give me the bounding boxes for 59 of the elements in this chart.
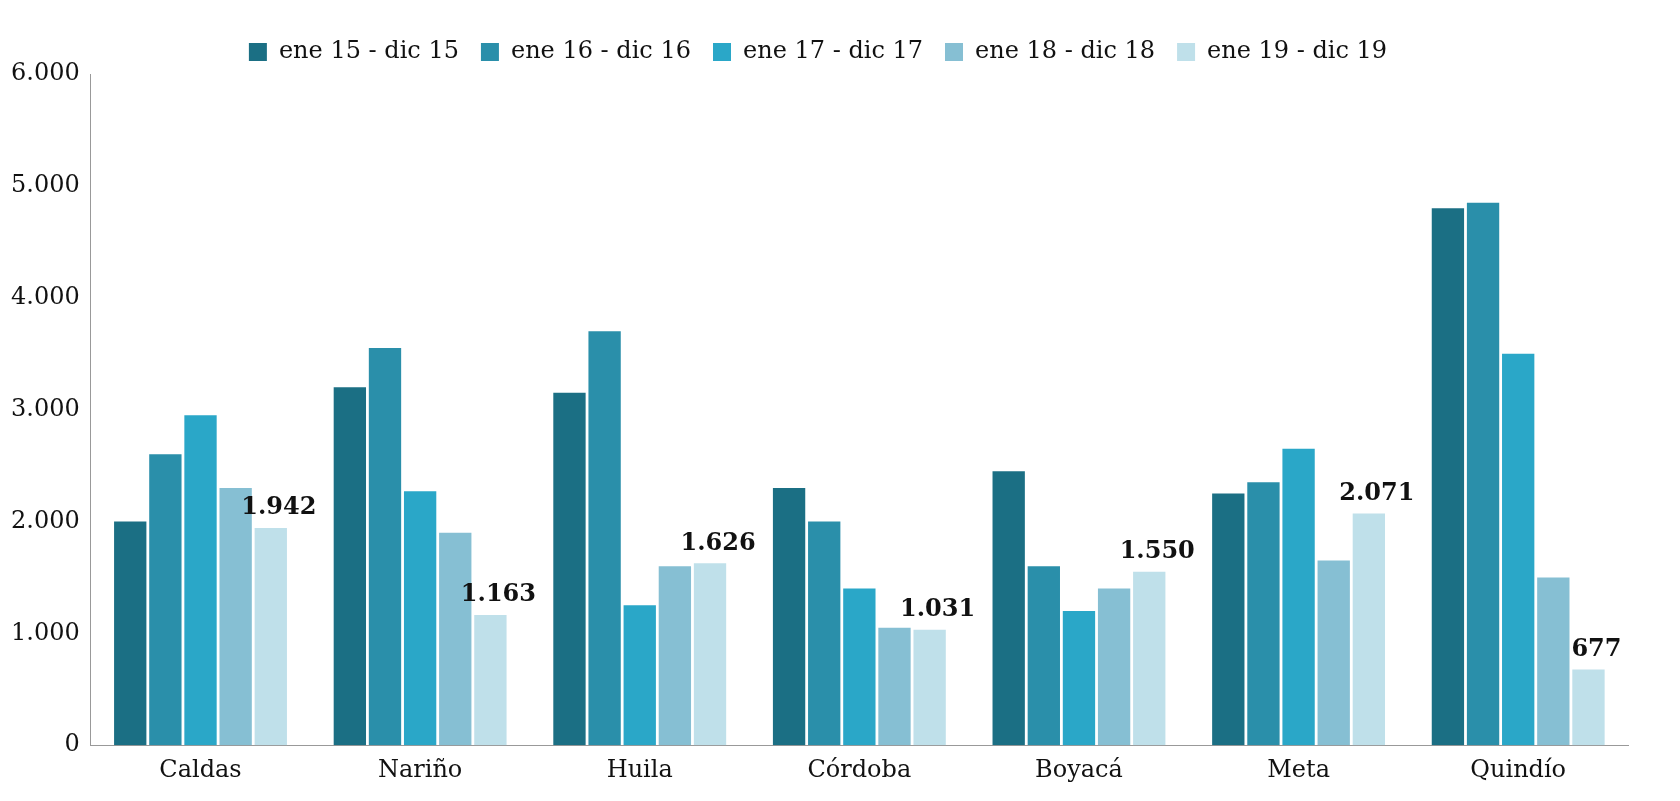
bar bbox=[1097, 588, 1131, 746]
bar bbox=[184, 415, 217, 746]
bar bbox=[913, 629, 946, 746]
y-tick-label: 4.000 bbox=[10, 281, 80, 310]
bar bbox=[1352, 513, 1386, 746]
bar bbox=[1572, 669, 1605, 746]
x-tick-label: Caldas bbox=[159, 754, 242, 783]
bar bbox=[992, 471, 1025, 746]
y-tick-label: 3.000 bbox=[10, 393, 80, 422]
bar bbox=[1502, 353, 1535, 746]
bar bbox=[588, 331, 621, 746]
bar bbox=[333, 387, 367, 746]
legend-label: ene 15 - dic 15 bbox=[278, 36, 459, 65]
bar bbox=[1133, 571, 1166, 746]
data-label: 2.071 bbox=[1339, 476, 1415, 506]
bar bbox=[623, 605, 656, 746]
bar bbox=[1062, 610, 1096, 746]
bar bbox=[1247, 482, 1280, 746]
bar bbox=[1027, 566, 1060, 746]
y-tick-label: 6.000 bbox=[10, 58, 80, 87]
bar bbox=[1317, 560, 1350, 746]
legend-label: ene 19 - dic 19 bbox=[1207, 36, 1388, 65]
bar bbox=[1212, 493, 1245, 746]
x-tick-label: Córdoba bbox=[807, 754, 912, 783]
legend-label: ene 16 - dic 16 bbox=[510, 36, 691, 65]
data-label: 1.550 bbox=[1119, 535, 1195, 565]
bar bbox=[1282, 448, 1315, 746]
bar bbox=[474, 615, 507, 746]
bar bbox=[658, 566, 692, 746]
data-label: 1.163 bbox=[460, 578, 536, 608]
y-tick-label: 1.000 bbox=[10, 617, 80, 646]
bar bbox=[403, 491, 437, 746]
data-label: 677 bbox=[1571, 632, 1622, 662]
bar bbox=[1431, 208, 1465, 746]
bar bbox=[693, 563, 727, 746]
data-label: 1.031 bbox=[900, 593, 976, 623]
y-tick-label: 5.000 bbox=[10, 170, 80, 199]
x-tick-label: Meta bbox=[1267, 754, 1330, 783]
bar bbox=[808, 521, 841, 746]
bar bbox=[368, 348, 402, 746]
y-tick-label: 2.000 bbox=[10, 505, 80, 534]
bar bbox=[149, 454, 182, 746]
x-tick-label: Huila bbox=[606, 754, 673, 783]
x-tick-label: Boyacá bbox=[1035, 754, 1123, 783]
x-tick-label: Nariño bbox=[377, 754, 463, 783]
data-label: 1.626 bbox=[680, 526, 756, 556]
legend-label: ene 18 - dic 18 bbox=[975, 36, 1156, 65]
bar bbox=[1537, 577, 1570, 746]
bar bbox=[843, 588, 876, 746]
bar bbox=[772, 487, 806, 746]
x-tick-label: Quindío bbox=[1470, 754, 1567, 783]
data-label: 1.942 bbox=[241, 491, 317, 521]
bar bbox=[114, 521, 147, 746]
legend-label: ene 17 - dic 17 bbox=[742, 36, 924, 65]
bar bbox=[553, 392, 586, 746]
y-tick-label: 0 bbox=[64, 729, 80, 758]
bar bbox=[254, 527, 287, 746]
bar bbox=[878, 627, 911, 746]
bar bbox=[1466, 202, 1500, 746]
